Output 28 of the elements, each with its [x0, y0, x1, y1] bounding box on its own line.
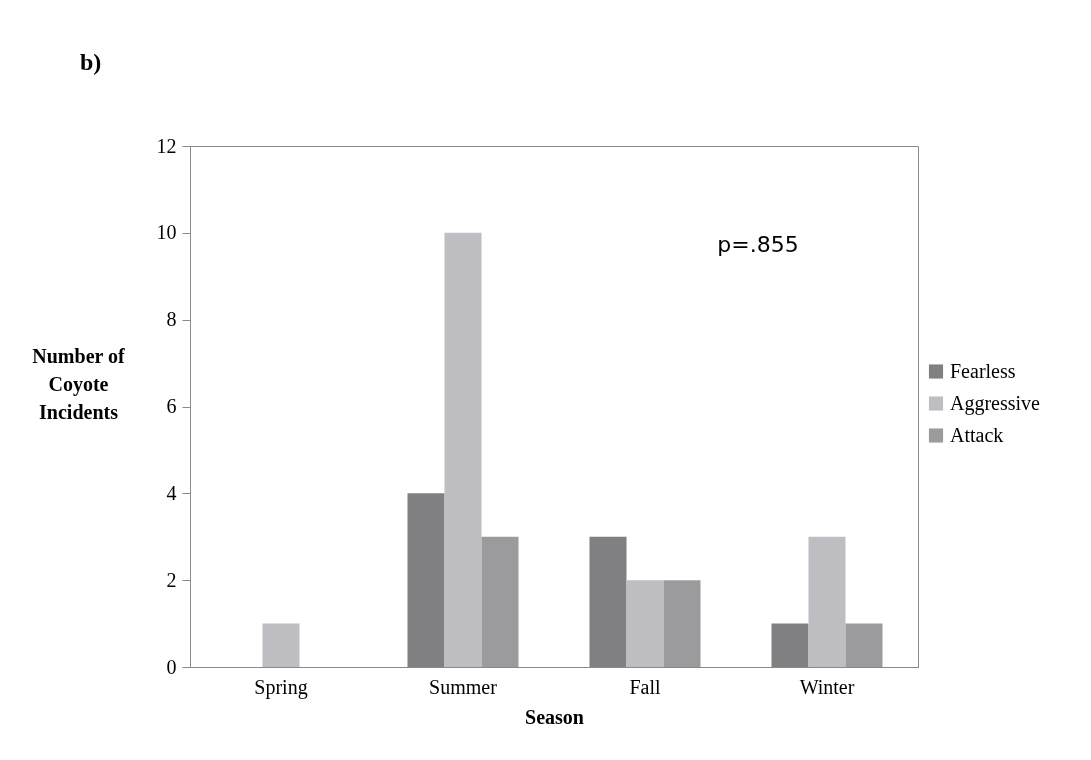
annotation: p=.855 [717, 232, 799, 257]
x-tick-label: Winter [799, 675, 855, 698]
y-tick-label: 12 [156, 134, 177, 157]
bar [626, 580, 664, 667]
y-tick-label: 8 [166, 308, 177, 331]
y-tick-label: 4 [166, 481, 177, 504]
bar [481, 536, 519, 667]
legend-label: Aggressive [950, 391, 1041, 415]
y-tick-label: 0 [166, 655, 177, 678]
x-tick-label: Spring [254, 675, 308, 699]
bar [589, 536, 627, 667]
bar [663, 580, 701, 667]
bar [407, 493, 445, 667]
bar [808, 536, 846, 667]
legend-label: Attack [950, 423, 1004, 446]
chart-title: b) [80, 49, 102, 75]
bar [262, 623, 300, 667]
legend-label: Fearless [950, 359, 1016, 382]
y-axis-title: Number of Coyote Incidents [32, 345, 126, 423]
y-tick-label: 10 [156, 221, 177, 244]
bar [845, 623, 883, 667]
bar [444, 232, 482, 667]
bar [771, 623, 809, 667]
x-tick-label: Summer [429, 675, 498, 698]
y-tick-label: 6 [166, 395, 177, 417]
y-tick-label: 2 [166, 568, 177, 591]
x-tick-label: Fall [629, 675, 661, 698]
x-axis-title: Season [525, 705, 584, 728]
